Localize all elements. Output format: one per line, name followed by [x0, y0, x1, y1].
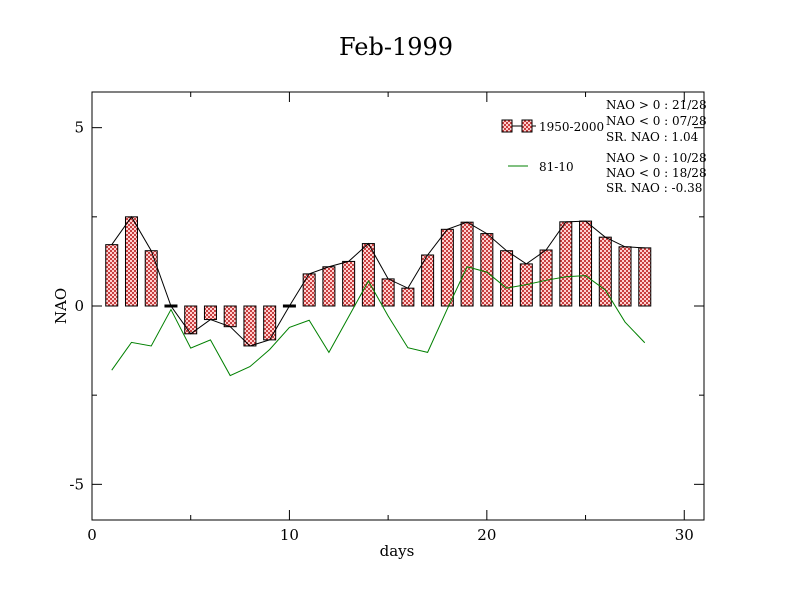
bar-day-14	[361, 243, 375, 307]
chart-title: Feb-1999	[339, 33, 453, 61]
y-axis: -5 0 5	[69, 119, 704, 493]
bar-day-6	[203, 305, 217, 321]
bar-day-23	[539, 249, 553, 307]
bar-day-28	[638, 247, 652, 307]
bar-day-27	[618, 246, 632, 307]
bar-day-8	[243, 305, 257, 347]
x-axis: 0 10 20 30	[87, 92, 694, 544]
bar-day-20	[480, 233, 494, 307]
stat-1950-neg: NAO < 0 : 07/28	[606, 114, 707, 128]
stat-1950-sr: SR. NAO : 1.04	[606, 130, 699, 144]
x-tick-label: 10	[280, 526, 299, 544]
x-tick-label: 30	[675, 526, 694, 544]
y-tick-label: 0	[74, 297, 84, 315]
bar-day-12	[322, 266, 336, 307]
legend-swatch-right	[521, 119, 533, 133]
line-81-10	[111, 266, 646, 377]
y-tick-label: -5	[69, 475, 84, 493]
bar-day-9	[263, 305, 277, 341]
bar-day-1	[105, 244, 119, 307]
bar-day-13	[342, 260, 356, 307]
legend-label-81-10: 81-10	[539, 160, 574, 174]
stat-8110-pos: NAO > 0 : 10/28	[606, 151, 707, 165]
bar-day-25	[579, 220, 593, 307]
bar-day-24	[559, 221, 573, 307]
bar-day-16	[401, 287, 415, 307]
line-1950-2000	[111, 215, 645, 347]
bar-day-11	[302, 273, 316, 307]
bar-day-26	[598, 236, 612, 307]
stat-1950-pos: NAO > 0 : 21/28	[606, 98, 707, 112]
bar-day-19	[460, 221, 474, 307]
bar-day-18	[440, 228, 454, 307]
bar-day-7	[223, 305, 237, 328]
x-tick-label: 20	[477, 526, 496, 544]
legend: 1950-2000 81-10	[501, 119, 604, 174]
stats-block: NAO > 0 : 21/28 NAO < 0 : 07/28 SR. NAO …	[606, 98, 707, 195]
stat-8110-sr: SR. NAO : -0.38	[606, 181, 702, 195]
bar-day-2	[124, 216, 138, 307]
bar-series	[105, 216, 652, 347]
stat-8110-neg: NAO < 0 : 18/28	[606, 166, 707, 180]
x-tick-label: 0	[87, 526, 97, 544]
bar-day-5	[184, 305, 198, 335]
y-tick-label: 5	[74, 119, 84, 137]
legend-swatch-left	[501, 119, 513, 133]
x-axis-label: days	[380, 542, 415, 560]
y-axis-label: NAO	[52, 288, 70, 324]
line-series	[111, 215, 646, 377]
bar-day-21	[500, 250, 514, 307]
bar-day-15	[381, 278, 395, 307]
bar-day-3	[144, 250, 158, 307]
legend-label-1950-2000: 1950-2000	[539, 120, 604, 134]
